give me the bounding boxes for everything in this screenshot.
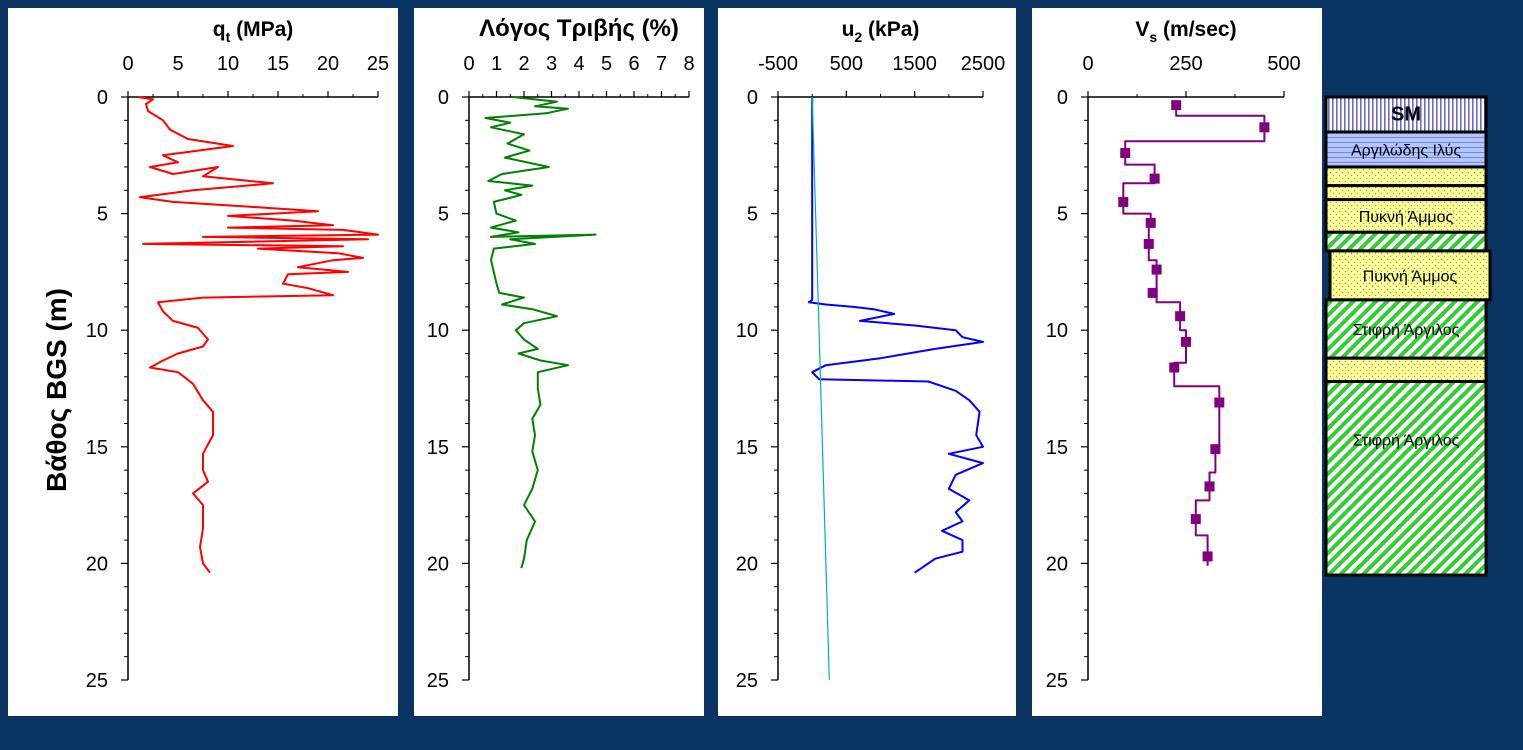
x-tick-label: 250	[1169, 53, 1202, 75]
chart-title: u2 (kPa)	[842, 18, 920, 45]
series-marker	[1118, 196, 1129, 207]
y-tick-label: 25	[86, 670, 108, 692]
series-marker	[1181, 336, 1191, 347]
x-tick-label: 25	[367, 53, 389, 75]
y-tick-label: 20	[736, 553, 758, 575]
soil-layer-label: Πυκνή Άμμος	[1363, 268, 1458, 285]
y-tick-label: 5	[97, 204, 108, 226]
soil-layer	[1324, 198, 1488, 234]
chart-title: Λόγος Τριβής (%)	[479, 15, 679, 42]
x-tick-label: 2500	[961, 53, 1006, 75]
series-marker	[1147, 287, 1158, 298]
series-marker	[1214, 397, 1225, 408]
x-tick-label: -500	[758, 53, 798, 75]
y-tick-label: 20	[1046, 553, 1068, 575]
x-tick-label: 500	[830, 53, 863, 75]
soil-layer	[1324, 165, 1488, 188]
soil-layer-label: Αργιλώδης Ιλύς	[1351, 142, 1461, 159]
x-tick-label: 0	[1082, 53, 1093, 75]
y-tick-label: 10	[1046, 320, 1068, 342]
series-marker	[1171, 100, 1182, 111]
x-tick-label: 7	[656, 53, 667, 75]
panel-background	[8, 8, 398, 716]
y-tick-label: 5	[1057, 204, 1068, 226]
series-marker	[1210, 444, 1221, 455]
x-tick-label: 0	[122, 53, 133, 75]
series-line-1	[1122, 105, 1266, 566]
series-line-1	[484, 96, 597, 569]
x-tick-label: 15	[267, 53, 289, 75]
y-tick-label: 5	[438, 204, 449, 226]
series-marker	[1143, 238, 1154, 249]
y-tick-label: 20	[427, 553, 449, 575]
y-tick-label: 25	[1046, 670, 1068, 692]
chart-panel-4: 0 250 500 0 5 10 15 20 25 Vs (m/sec)	[1032, 8, 1322, 716]
y-tick-label: 25	[427, 670, 449, 692]
y-tick-label: 15	[736, 437, 758, 459]
chart-panel-1: 0 5 10 15 20 25 0 5 10 15 20 25 qt (MPa)	[8, 8, 398, 716]
y-tick-label: 15	[86, 437, 108, 459]
x-tick-label: 20	[317, 53, 339, 75]
x-tick-label: 5	[601, 53, 612, 75]
y-tick-label: 10	[427, 320, 449, 342]
soil-layer-label: Στιφρή Άργιλος	[1353, 433, 1460, 450]
soil-layer	[1324, 130, 1488, 169]
y-tick-label: 15	[1046, 437, 1068, 459]
soil-layer-label: SM	[1391, 103, 1421, 125]
series-marker	[1169, 362, 1180, 373]
y-tick-label: 25	[736, 670, 758, 692]
series-marker	[1190, 514, 1201, 525]
x-tick-label: 8	[683, 53, 694, 75]
series-marker	[1145, 217, 1156, 228]
series-line-2	[811, 96, 830, 681]
soil-layer	[1324, 298, 1488, 360]
y-tick-label: 10	[86, 320, 108, 342]
series-marker	[1175, 311, 1186, 322]
series-marker	[1151, 264, 1162, 275]
series-marker	[1202, 551, 1213, 562]
x-tick-label: 3	[546, 53, 557, 75]
y-tick-label: 0	[438, 87, 449, 109]
x-tick-label: 1	[491, 53, 502, 75]
x-tick-label: 2	[518, 53, 529, 75]
series-line-1	[137, 96, 379, 574]
x-tick-label: 10	[217, 53, 239, 75]
y-tick-label: 15	[427, 437, 449, 459]
soil-layer	[1324, 230, 1488, 253]
series-marker	[1259, 122, 1270, 133]
y-tick-label: 0	[1057, 87, 1068, 109]
series-marker	[1149, 173, 1160, 184]
soil-layer-label: Πυκνή Άμμος	[1359, 209, 1454, 226]
y-tick-label: 5	[747, 204, 758, 226]
chart-title: qt (MPa)	[213, 18, 294, 45]
y-tick-label: 10	[736, 320, 758, 342]
soil-layer	[1324, 95, 1488, 134]
chart-title: Vs (m/sec)	[1135, 18, 1236, 45]
series-marker	[1120, 147, 1131, 158]
x-tick-label: 4	[573, 53, 584, 75]
series-line-1	[807, 97, 984, 574]
panel-background	[718, 8, 1016, 716]
soil-layer	[1324, 356, 1488, 384]
soil-layer	[1324, 380, 1488, 577]
x-tick-label: 500	[1267, 53, 1300, 75]
series-marker	[1204, 481, 1215, 492]
x-tick-label: 5	[172, 53, 183, 75]
x-tick-label: 0	[463, 53, 474, 75]
soil-layer	[1324, 184, 1488, 202]
y-axis-label: Βάθος BGS (m)	[41, 288, 72, 492]
y-tick-label: 20	[86, 553, 108, 575]
x-tick-label: 1500	[892, 53, 937, 75]
soil-profile-column: SM Αργιλώδης Ιλύς Πυκνή Άμμος Πυκνή Άμμος Στ…	[1324, 95, 1492, 577]
soil-layer-label: Στιφρή Άργιλος	[1353, 322, 1460, 339]
y-tick-label: 0	[97, 87, 108, 109]
panel-background	[414, 8, 704, 716]
chart-panel-3: -500 500 1500 2500 0 5 10 15 20 25 u2 (kPa)	[718, 8, 1016, 716]
x-tick-label: 6	[628, 53, 639, 75]
y-tick-label: 0	[747, 87, 758, 109]
